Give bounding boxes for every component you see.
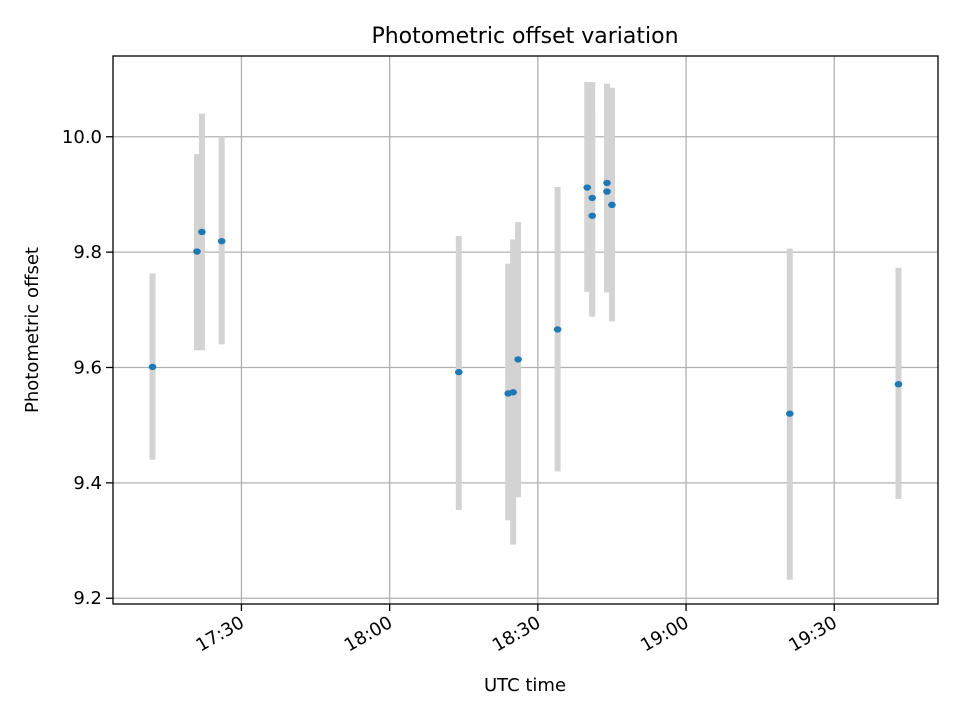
error-bars <box>149 81 902 580</box>
data-point <box>553 326 562 333</box>
x-axis: 17:30 18:00 18:30 19:00 19:30 <box>193 604 841 656</box>
y-tick-label: 9.8 <box>73 242 102 263</box>
x-axis-title: UTC time <box>484 675 566 696</box>
y-axis-title: Photometric offset <box>22 247 43 413</box>
data-point <box>603 188 611 195</box>
data-point <box>455 368 463 376</box>
plot-frame <box>112 55 939 605</box>
data-point <box>588 212 596 219</box>
grid <box>113 56 938 604</box>
y-tick-label: 9.4 <box>73 473 102 494</box>
data-point <box>198 228 206 236</box>
chart-title: Photometric offset variation <box>371 24 678 49</box>
data-points <box>148 179 903 417</box>
y-tick-label: 9.2 <box>73 588 102 609</box>
x-tick-label: 19:30 <box>785 612 840 656</box>
y-axis: 9.2 9.4 9.6 9.8 10.0 <box>62 127 113 609</box>
data-point <box>583 184 592 191</box>
data-point <box>785 410 794 417</box>
data-point <box>894 381 903 388</box>
x-tick-label: 18:30 <box>489 612 544 656</box>
data-point <box>608 201 616 209</box>
data-point <box>509 389 517 396</box>
data-point <box>588 194 596 202</box>
y-tick-label: 10.0 <box>62 127 102 148</box>
data-point <box>148 363 157 371</box>
x-tick-label: 17:30 <box>193 612 248 656</box>
data-point <box>193 248 201 255</box>
data-point <box>514 356 522 363</box>
data-point <box>217 237 226 245</box>
x-tick-label: 19:00 <box>637 612 692 656</box>
y-tick-label: 9.6 <box>73 357 102 378</box>
data-point <box>603 179 611 187</box>
x-tick-label: 18:00 <box>341 612 396 656</box>
